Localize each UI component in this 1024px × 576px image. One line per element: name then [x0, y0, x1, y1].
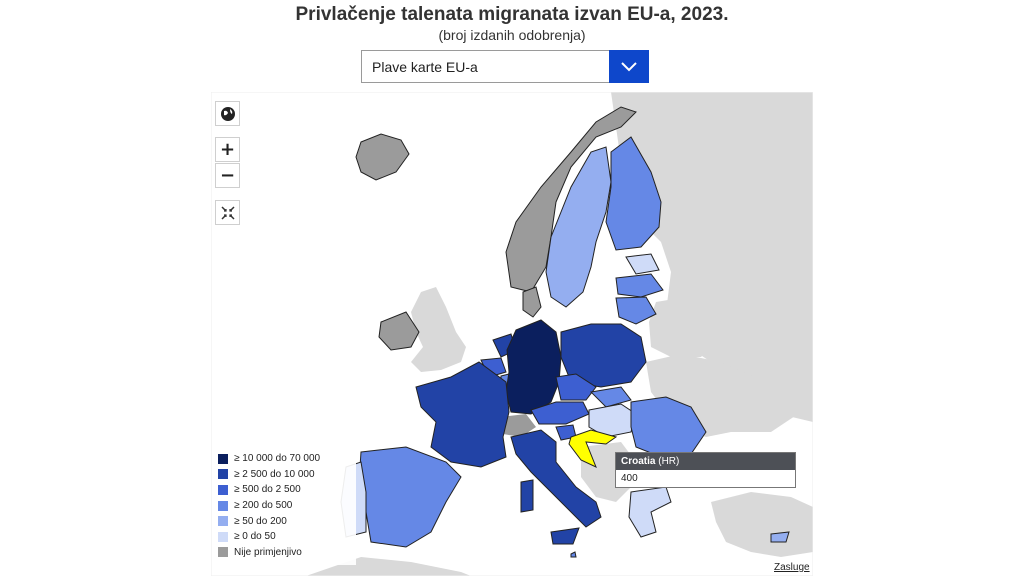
- legend-label: ≥ 0 do 50: [234, 531, 276, 543]
- legend-item[interactable]: Nije primjenjivo: [214, 545, 356, 561]
- country-iceland[interactable]: [355, 133, 410, 181]
- indicator-select-toggle[interactable]: [609, 50, 649, 83]
- country-slovakia[interactable]: [589, 386, 632, 408]
- tooltip-value: 400: [621, 473, 638, 484]
- country-belarus[interactable]: [649, 297, 716, 357]
- country-malta[interactable]: [570, 551, 577, 558]
- legend-item[interactable]: ≥ 2 500 do 10 000: [214, 467, 356, 483]
- country-germany[interactable]: [505, 319, 562, 415]
- legend-item[interactable]: ≥ 10 000 do 70 000: [214, 451, 356, 467]
- map-legend: ≥ 10 000 do 70 000 ≥ 2 500 do 10 000 ≥ 500…: [214, 451, 356, 565]
- country-finland[interactable]: [605, 136, 662, 251]
- legend-item[interactable]: ≥ 0 do 50: [214, 529, 356, 545]
- legend-swatch: [218, 531, 228, 542]
- legend-swatch: [218, 484, 228, 495]
- legend-label: ≥ 500 do 2 500: [234, 484, 301, 496]
- tooltip-header: Croatia (HR): [616, 453, 795, 470]
- legend-swatch: [218, 469, 228, 480]
- legend-swatch: [218, 516, 228, 527]
- country-sicily[interactable]: [550, 527, 580, 545]
- tooltip-country: Croatia: [621, 456, 656, 467]
- country-czechia[interactable]: [555, 373, 597, 401]
- page-title: Privlačenje talenata migranata izvan EU-…: [295, 4, 729, 25]
- globe-button[interactable]: [215, 101, 240, 126]
- country-poland[interactable]: [560, 323, 647, 388]
- zoom-in-button[interactable]: +: [215, 137, 240, 162]
- country-sardinia[interactable]: [520, 479, 534, 513]
- country-cyprus[interactable]: [770, 531, 790, 543]
- country-croatia[interactable]: [568, 429, 618, 468]
- chevron-down-icon: [621, 61, 637, 71]
- credits-link[interactable]: Zasluge: [774, 562, 810, 573]
- legend-item[interactable]: ≥ 50 do 200: [214, 513, 356, 529]
- country-sweden[interactable]: [545, 146, 612, 308]
- country-russia[interactable]: [611, 92, 813, 422]
- country-turkey[interactable]: [711, 492, 813, 557]
- indicator-select[interactable]: Plave karte EU-a: [361, 50, 649, 83]
- country-hungary[interactable]: [588, 403, 637, 438]
- country-switzerland[interactable]: [501, 414, 536, 437]
- tooltip-code: (HR): [658, 456, 680, 467]
- country-france[interactable]: [415, 361, 510, 468]
- legend-item[interactable]: ≥ 200 do 500: [214, 498, 356, 514]
- legend-swatch: [218, 547, 228, 558]
- globe-icon: [220, 106, 235, 121]
- country-lithuania[interactable]: [615, 296, 657, 325]
- legend-item[interactable]: ≥ 500 do 2 500: [214, 482, 356, 498]
- country-greece[interactable]: [628, 486, 672, 538]
- legend-label: ≥ 200 do 500: [234, 500, 293, 512]
- legend-swatch: [218, 500, 228, 511]
- legend-label: ≥ 10 000 do 70 000: [234, 453, 321, 465]
- country-uk[interactable]: [411, 287, 466, 372]
- reset-view-button[interactable]: [215, 200, 240, 225]
- legend-swatch: [218, 453, 228, 464]
- legend-label: Nije primjenjivo: [234, 546, 302, 558]
- country-denmark[interactable]: [522, 286, 542, 318]
- legend-label: ≥ 2 500 do 10 000: [234, 468, 315, 480]
- country-latvia[interactable]: [615, 273, 664, 298]
- country-ireland[interactable]: [378, 311, 420, 351]
- indicator-select-value: Plave karte EU-a: [372, 59, 478, 75]
- collapse-icon: [220, 205, 235, 220]
- page-subtitle: (broj izdanih odobrenja): [438, 27, 586, 43]
- country-spain[interactable]: [358, 446, 462, 548]
- zoom-out-button[interactable]: −: [215, 163, 240, 188]
- country-tooltip: Croatia (HR) 400: [615, 452, 796, 488]
- country-italy[interactable]: [510, 429, 602, 528]
- legend-label: ≥ 50 do 200: [234, 515, 287, 527]
- country-estonia[interactable]: [625, 253, 660, 275]
